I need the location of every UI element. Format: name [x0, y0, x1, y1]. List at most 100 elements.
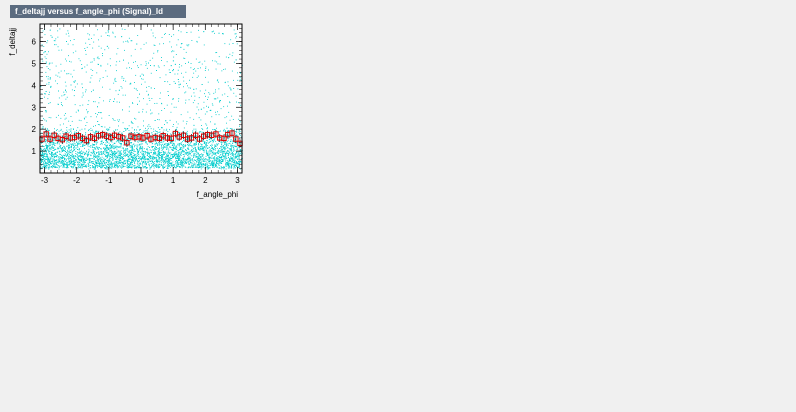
scatter-point [153, 153, 155, 155]
scatter-point [187, 152, 189, 154]
scatter-point [124, 127, 126, 129]
scatter-point [60, 140, 62, 142]
scatter-point [83, 166, 85, 168]
scatter-point [129, 166, 131, 168]
scatter-point [201, 84, 203, 85]
scatter-point [169, 145, 171, 147]
scatter-point [155, 157, 157, 159]
scatter-point [174, 147, 176, 149]
scatter-point [158, 151, 160, 153]
scatter-point [190, 167, 192, 169]
scatter-point [140, 151, 141, 153]
scatter-point [89, 159, 90, 161]
scatter-point [233, 147, 234, 148]
scatter-point [86, 109, 87, 111]
scatter-point [109, 158, 110, 160]
scatter-point [105, 168, 107, 170]
scatter-point [104, 161, 106, 163]
scatter-point [99, 151, 101, 153]
scatter-point [231, 128, 233, 129]
scatter-point [108, 47, 110, 49]
scatter-point [84, 164, 86, 166]
scatter-point [175, 129, 177, 131]
scatter-point [178, 144, 180, 146]
scatter-point [98, 151, 100, 153]
scatter-point [137, 161, 139, 163]
scatter-point [194, 95, 196, 97]
scatter-point [232, 119, 234, 120]
scatter-point [81, 68, 83, 70]
scatter-point [107, 141, 109, 143]
scatter-point [119, 152, 121, 153]
scatter-point [58, 168, 60, 170]
scatter-point [120, 156, 122, 158]
scatter-point [74, 162, 75, 163]
scatter-point [82, 152, 84, 154]
scatter-point [235, 155, 237, 157]
scatter-point [94, 147, 95, 148]
scatter-point [184, 152, 186, 154]
scatter-point [221, 141, 223, 143]
scatter-point [139, 129, 140, 131]
scatter-point [59, 158, 61, 160]
scatter-point [96, 146, 98, 148]
scatter-point [185, 145, 187, 146]
scatter-point [91, 61, 93, 63]
scatter-point [171, 154, 173, 155]
scatter-point [105, 152, 107, 154]
scatter-point [223, 155, 225, 157]
scatter-point [229, 102, 231, 104]
scatter-point [54, 165, 56, 167]
scatter-point [170, 162, 172, 164]
scatter-point [229, 128, 231, 129]
scatter-point [45, 62, 47, 64]
scatter-point [157, 159, 158, 161]
scatter-point [180, 46, 182, 48]
scatter-point [196, 151, 198, 153]
scatter-point [128, 106, 130, 108]
scatter-point [114, 98, 115, 100]
scatter-point [238, 129, 240, 131]
scatter-point [217, 150, 219, 152]
scatter-point [142, 111, 143, 113]
scatter-point [111, 145, 112, 147]
scatter-point [69, 151, 71, 153]
scatter-point [225, 130, 226, 132]
scatter-point [50, 86, 52, 88]
scatter-point [158, 142, 160, 144]
scatter-point [186, 159, 188, 160]
scatter-point [208, 155, 209, 157]
scatter-point [195, 166, 196, 168]
scatter-point [188, 156, 190, 158]
scatter-point [233, 165, 235, 167]
scatter-point [49, 153, 51, 155]
scatter-point [225, 140, 226, 142]
scatter-point [160, 139, 162, 141]
scatter-point [122, 94, 124, 96]
scatter-point [82, 160, 84, 162]
scatter-point [123, 59, 124, 61]
scatter-point [43, 157, 44, 159]
scatter-point [137, 153, 139, 155]
scatter-point [176, 153, 177, 155]
scatter-point [95, 130, 97, 132]
scatter-point [229, 148, 230, 150]
scatter-point [190, 166, 192, 168]
scatter-point [160, 155, 161, 156]
scatter-point [60, 102, 62, 104]
scatter-point [138, 160, 140, 162]
scatter-point [121, 154, 123, 155]
scatter-point [223, 145, 224, 146]
scatter-point [130, 161, 132, 163]
scatter-point [151, 160, 153, 162]
scatter-point [137, 126, 139, 128]
scatter-point [172, 147, 174, 148]
scatter-point [239, 162, 241, 164]
scatter-point [67, 149, 69, 151]
scatter-point [224, 142, 225, 144]
scatter-point [197, 75, 199, 77]
scatter-point [64, 155, 66, 157]
scatter-point [178, 165, 179, 167]
scatter-point [200, 148, 202, 150]
scatter-point [150, 29, 152, 31]
